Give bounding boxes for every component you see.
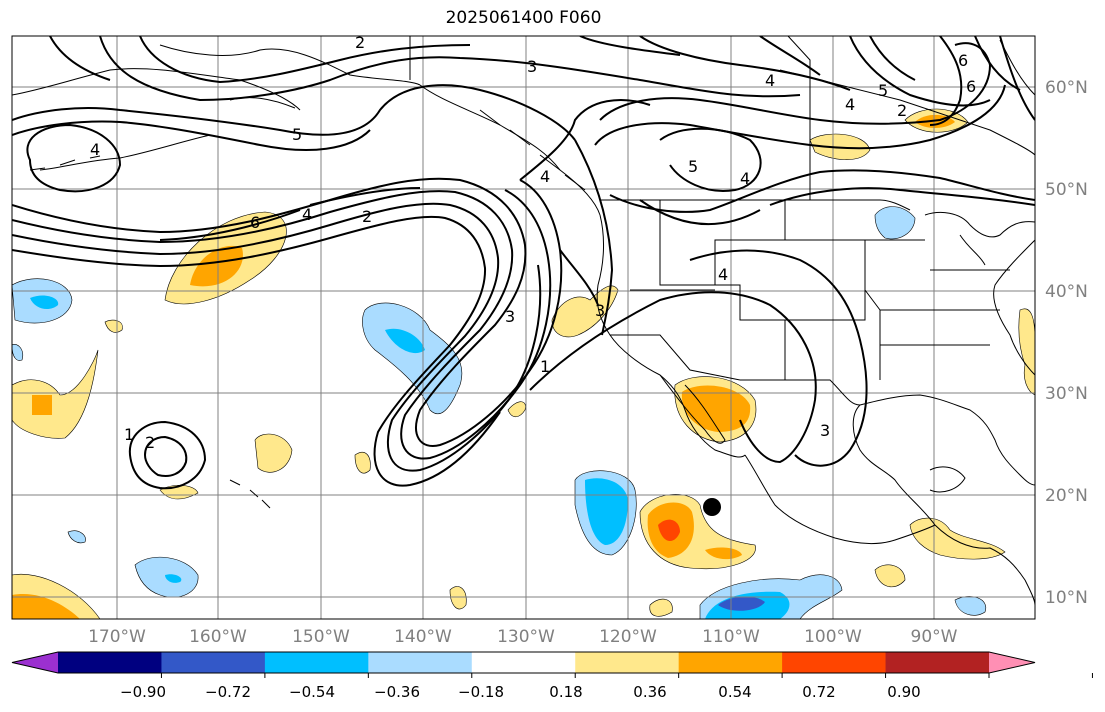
lon-label: 150°W xyxy=(292,627,350,647)
positive-anomaly-core xyxy=(681,385,751,432)
positive-anomaly-area xyxy=(12,349,99,439)
contour-label: 4 xyxy=(740,169,750,188)
positive-anomaly-area xyxy=(874,564,906,588)
colorbar xyxy=(11,651,1093,678)
lat-label: 40°N xyxy=(1045,282,1088,302)
lon-label: 130°W xyxy=(497,627,555,647)
map-area[interactable] xyxy=(12,36,1035,619)
colorbar-segment xyxy=(782,652,887,673)
contour-label: 4 xyxy=(540,167,550,186)
lon-label: 100°W xyxy=(804,627,862,647)
contour-label: 2 xyxy=(355,33,365,52)
contour-label: 1 xyxy=(124,425,134,444)
negative-anomaly-area xyxy=(874,206,916,240)
colorbar-segment xyxy=(885,652,990,673)
colorbar-segment xyxy=(575,652,680,673)
contour-label-group: 2 3 4 4 4 5 5 5 6 6 4 2 6 4 2 3 1 2 1 4 … xyxy=(90,33,976,452)
positive-anomaly-area xyxy=(1018,308,1035,396)
colorbar-extend-max xyxy=(989,652,1035,673)
colorbar-tick-label: 0.72 xyxy=(802,683,835,701)
contour-label: 5 xyxy=(878,81,888,100)
colorbar-extend-min xyxy=(12,652,58,673)
colorbar-tick-label: −0.36 xyxy=(374,683,420,701)
contour-label: 4 xyxy=(765,71,775,90)
colorbar-tick-label: −0.90 xyxy=(120,683,166,701)
positive-anomaly-area xyxy=(649,598,673,617)
lat-label: 50°N xyxy=(1045,180,1088,200)
colorbar-tick-label: 0.18 xyxy=(549,683,582,701)
contour-label: 6 xyxy=(966,77,976,96)
colorbar-tick-label: 0.36 xyxy=(633,683,666,701)
colorbar-segment xyxy=(368,652,473,673)
lon-label: 120°W xyxy=(599,627,657,647)
contour-label: 3 xyxy=(820,421,830,440)
lat-label: 60°N xyxy=(1045,78,1088,98)
colorbar-segment xyxy=(161,652,266,673)
contour-label: 2 xyxy=(897,101,907,120)
negative-anomaly-core xyxy=(30,295,59,310)
latitude-labels: 60°N 50°N 40°N 30°N 20°N 10°N xyxy=(1045,78,1088,608)
positive-anomaly-core xyxy=(705,547,742,560)
colorbar-tick-label: 0.90 xyxy=(887,683,920,701)
positive-anomaly-area xyxy=(104,319,123,333)
negative-anomaly-area xyxy=(67,530,86,544)
colorbar-segment xyxy=(678,652,783,673)
contour-label: 4 xyxy=(302,205,312,224)
positive-anomaly-area xyxy=(449,586,467,610)
colorbar-segment xyxy=(58,652,162,673)
contour-label: 1 xyxy=(540,357,550,376)
colorbar-outline xyxy=(11,651,1036,674)
contour-label: 6 xyxy=(250,213,260,232)
colorbar-segment xyxy=(471,652,576,673)
contour-label: 3 xyxy=(527,57,537,76)
lat-label: 10°N xyxy=(1045,588,1088,608)
positive-anomaly-area xyxy=(254,433,293,473)
lat-label: 20°N xyxy=(1045,486,1088,506)
negative-anomaly-area xyxy=(12,344,23,361)
positive-anomaly-core xyxy=(12,594,80,619)
contour-label: 5 xyxy=(688,157,698,176)
colorbar-tick-label: −0.72 xyxy=(205,683,251,701)
colorbar-tick-label: 0.54 xyxy=(718,683,751,701)
positive-anomaly-area xyxy=(507,401,526,418)
contour-label: 3 xyxy=(595,301,605,320)
contour-label: 2 xyxy=(145,433,155,452)
negative-anomaly-peak xyxy=(718,596,765,611)
colorbar-tick-labels: −0.90 −0.72 −0.54 −0.36 −0.18 0.18 0.36 … xyxy=(120,683,921,701)
colorbar-tick-label: −0.54 xyxy=(289,683,335,701)
negative-anomaly-core xyxy=(165,574,182,583)
positive-anomaly-peak xyxy=(658,519,680,542)
lat-label: 30°N xyxy=(1045,384,1088,404)
contour-label: 5 xyxy=(292,125,302,144)
contour-label: 4 xyxy=(718,265,728,284)
lon-label: 140°W xyxy=(394,627,452,647)
lon-label: 160°W xyxy=(189,627,247,647)
positive-anomaly-area xyxy=(551,285,619,338)
contour-label: 4 xyxy=(90,140,100,159)
map-title: 2025061400 F060 xyxy=(445,8,602,28)
negative-anomaly-core xyxy=(385,328,425,354)
contour-label: 6 xyxy=(958,51,968,70)
colorbar-segment xyxy=(264,652,369,673)
contour-label: 3 xyxy=(505,307,515,326)
positive-anomaly-area xyxy=(354,451,371,474)
lon-label: 170°W xyxy=(88,627,146,647)
storm-position-marker xyxy=(703,498,721,516)
map-frame xyxy=(11,35,1036,620)
positive-anomaly-core xyxy=(190,245,243,287)
lon-label: 90°W xyxy=(911,627,958,647)
positive-anomaly-core xyxy=(32,395,52,415)
coastlines xyxy=(12,36,1035,606)
lon-label: 110°W xyxy=(702,627,760,647)
contour-lines xyxy=(12,36,1035,490)
contour-label: 2 xyxy=(362,207,372,226)
colorbar-tick-label: −0.18 xyxy=(458,683,504,701)
contour-label: 4 xyxy=(845,95,855,114)
longitude-labels: 170°W 160°W 150°W 140°W 130°W 120°W 110°… xyxy=(88,627,958,647)
